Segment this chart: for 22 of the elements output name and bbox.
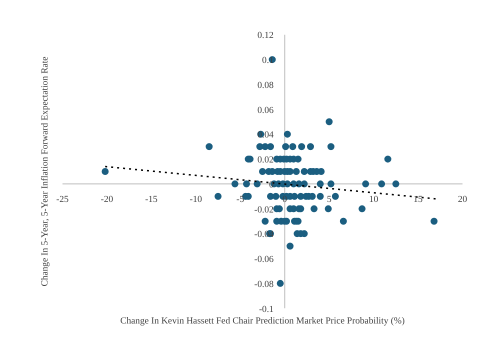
x-tick-label: 10 [368,194,379,205]
y-tick-label: -0.08 [254,280,274,290]
y-tick-label: -0.02 [254,205,274,216]
y-tick-label: 0.08 [257,80,274,91]
y-tick-label: 0.1 [262,56,274,66]
x-tick-label: -5 [236,194,244,205]
y-tick-label: 0.06 [257,106,274,116]
y-tick-label: -0.06 [254,255,274,266]
y-tick-label: -0.04 [254,230,274,240]
x-tick-label: -25 [56,194,70,205]
x-tick-label: -15 [145,194,158,205]
x-tick-label: 20 [458,194,468,205]
y-tick-label: 0.02 [257,156,274,166]
x-tick-label: 15 [413,194,424,205]
x-tick-label: -20 [100,194,114,205]
y-axis-title: Change In 5-Year, 5-Year Inflation Forward Expectation Rate [40,56,50,286]
x-tick-label: -10 [190,194,202,205]
y-tick-label: 0.12 [257,31,274,42]
x-axis-title: Change In Kevin Hassett Fed Chair Prediction Market Price Probability (%) [120,316,405,326]
x-tick-label: 5 [326,194,332,205]
y-tick-label: -0.1 [258,304,274,315]
y-tick-label: 0.04 [257,130,274,141]
